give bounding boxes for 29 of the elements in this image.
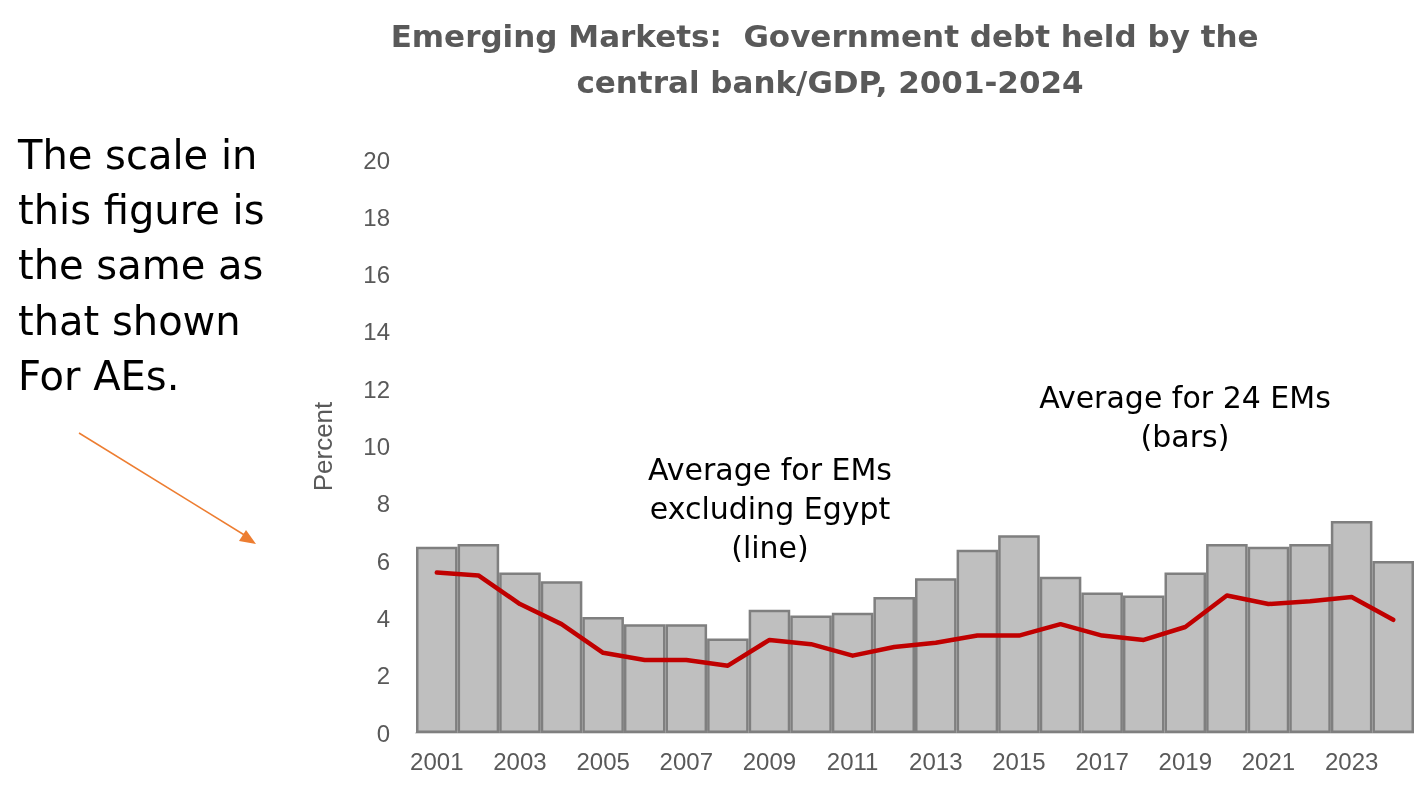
x-tick-label: 2011 <box>826 747 879 775</box>
y-tick-label: 2 <box>376 662 390 690</box>
x-tick-label: 2007 <box>659 747 713 775</box>
line-series <box>434 570 1396 668</box>
y-tick-label: 18 <box>363 203 390 231</box>
x-tick-label: 2019 <box>1158 747 1212 775</box>
y-axis-title: Percent <box>308 400 338 492</box>
chart-title: Emerging Markets: Government debt held by the central bank/GDP, 2001-2024 <box>390 18 1270 100</box>
y-tick-label: 10 <box>363 433 390 460</box>
y-tick-label: 6 <box>376 547 390 575</box>
text: The scale in this figure is the same as that shown For AEs. <box>18 131 266 401</box>
y-tick-label: 16 <box>363 261 390 289</box>
x-tick-label: 2021 <box>1241 747 1296 775</box>
annotation: Average for EMs excluding Egypt (line) <box>647 451 893 567</box>
annotation: Average for 24 EMs (bars) <box>1038 379 1332 456</box>
x-tick-label: 2005 <box>576 747 630 775</box>
x-tick-label: 2001 <box>410 747 464 775</box>
y-tick-label: 12 <box>363 375 390 403</box>
y-tick-label: 20 <box>363 146 390 174</box>
x-tick-label: 2015 <box>992 747 1046 775</box>
x-tick-label: 2023 <box>1324 747 1379 775</box>
y-tick-label: 14 <box>363 318 390 346</box>
x-tick-label: 2017 <box>1075 747 1129 775</box>
x-tick-label: 2003 <box>493 747 547 775</box>
y-tick-label: 4 <box>376 604 390 632</box>
y-tick-label: 0 <box>376 719 390 747</box>
x-tick-label: 2009 <box>742 747 797 775</box>
x-tick-label: 2013 <box>909 747 963 775</box>
y-tick-label: 8 <box>376 490 390 518</box>
